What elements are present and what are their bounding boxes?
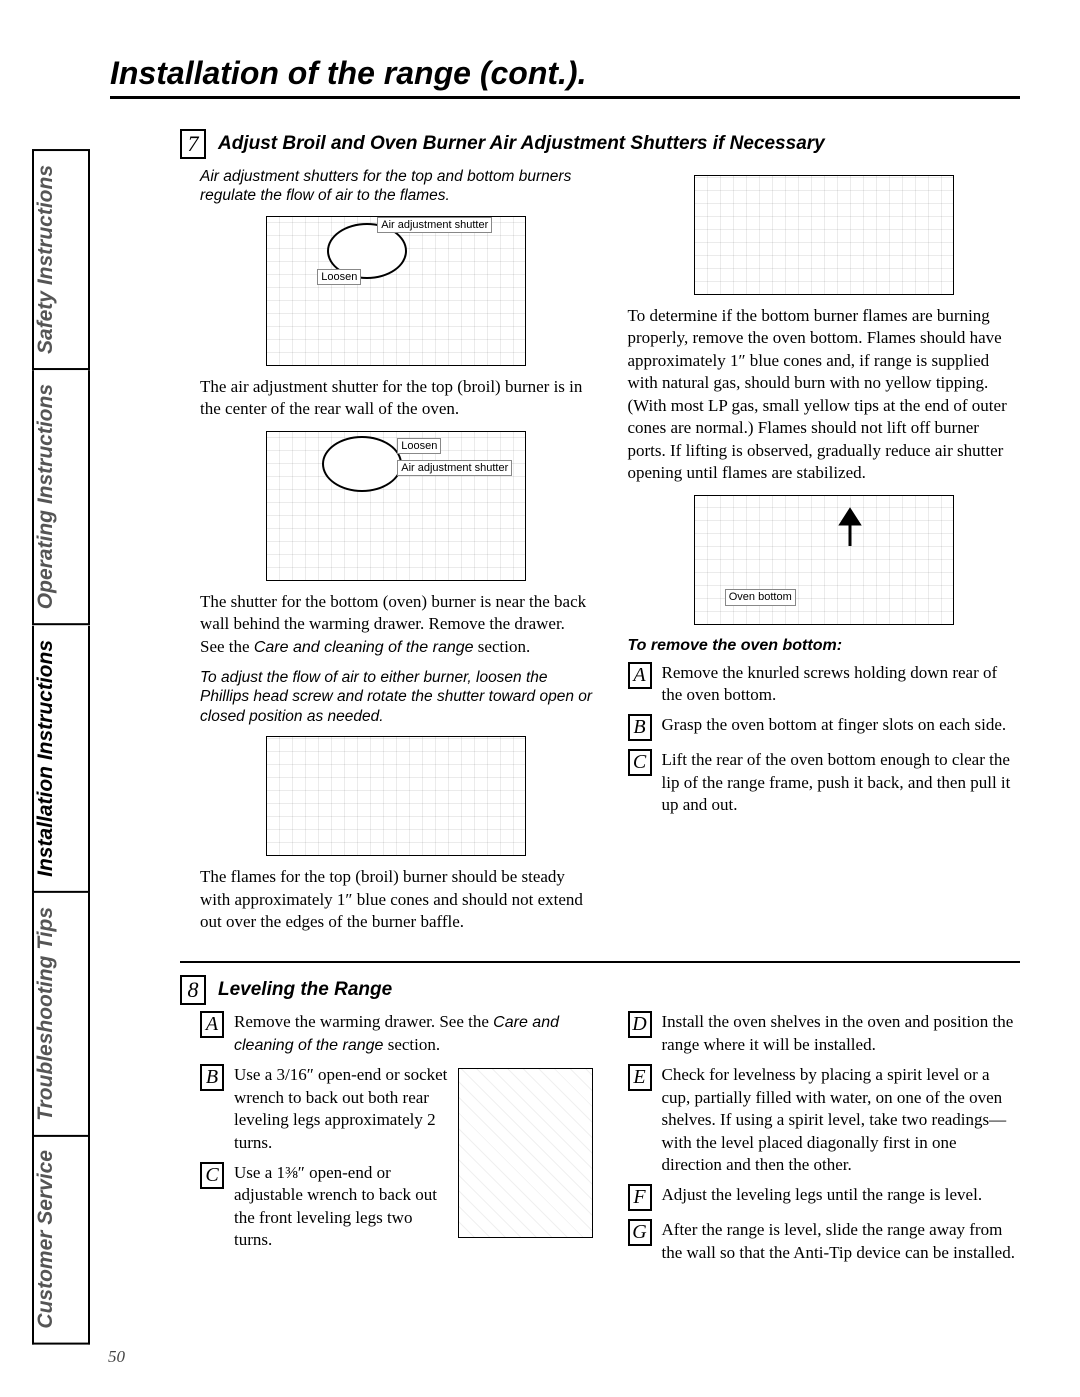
letter-g-8: G (628, 1219, 652, 1246)
step-number-7: 7 (180, 129, 206, 159)
figure-broil-shutter: Air adjustment shutter Loosen (266, 216, 526, 366)
level-step-f: F Adjust the leveling legs until the ran… (628, 1184, 1021, 1211)
step-number-8: 8 (180, 975, 206, 1005)
level-step-f-text: Adjust the leveling legs until the range… (662, 1184, 1021, 1206)
figure-leveling-leg (458, 1068, 593, 1238)
intro-italic: Air adjustment shutters for the top and … (200, 167, 593, 206)
page: Customer Service Troubleshooting Tips In… (0, 0, 1080, 1397)
page-title: Installation of the range (cont.). (110, 55, 1020, 92)
letter-c: C (628, 749, 652, 776)
level-step-b: B Use a 3/16″ open-end or socket wrench … (200, 1064, 448, 1154)
fig1-label-a: Air adjustment shutter (377, 217, 492, 233)
remove-step-c-text: Lift the rear of the oven bottom enough … (662, 749, 1021, 816)
figure-oven-interior (694, 175, 954, 295)
remove-step-a: A Remove the knurled screws holding down… (628, 662, 1021, 707)
level-step-d-text: Install the oven shelves in the oven and… (662, 1011, 1021, 1056)
level-step-g-text: After the range is level, slide the rang… (662, 1219, 1021, 1264)
tab-safety: Safety Instructions (32, 149, 90, 370)
para-oven-shutter-b: section. (474, 637, 531, 656)
letter-e-8: E (628, 1064, 652, 1091)
tab-troubleshooting: Troubleshooting Tips (32, 893, 90, 1137)
fig1-label-b: Loosen (317, 269, 361, 285)
para-broil-shutter: The air adjustment shutter for the top (… (200, 376, 593, 421)
adjust-note-italic: To adjust the flow of air to either burn… (200, 668, 593, 726)
remove-step-b: B Grasp the oven bottom at finger slots … (628, 714, 1021, 741)
tab-operating: Operating Instructions (32, 370, 90, 625)
fig4-label: Oven bottom (725, 589, 796, 605)
level-step-d: D Install the oven shelves in the oven a… (628, 1011, 1021, 1056)
care-cleaning-ref: Care and cleaning of the range (254, 639, 474, 656)
figure-oven-shutter: Loosen Air adjustment shutter (266, 431, 526, 581)
level-step-g: G After the range is level, slide the ra… (628, 1219, 1021, 1264)
section-7-heading: 7 Adjust Broil and Oven Burner Air Adjus… (180, 129, 1020, 159)
level-step-c: C Use a 1⅜″ open-end or adjustable wrenc… (200, 1162, 448, 1252)
para-broil-flames: The flames for the top (broil) burner sh… (200, 866, 593, 933)
section-7-title: Adjust Broil and Oven Burner Air Adjustm… (218, 133, 825, 155)
level-a-text-b: section. (383, 1035, 440, 1054)
remove-step-a-text: Remove the knurled screws holding down r… (662, 662, 1021, 707)
remove-step-b-text: Grasp the oven bottom at finger slots on… (662, 714, 1021, 736)
section-7-columns: Air adjustment shutters for the top and … (110, 167, 1020, 943)
section-8-title: Leveling the Range (218, 979, 392, 1001)
sidebar-tabs: Customer Service Troubleshooting Tips In… (32, 55, 90, 1345)
figure-oven-bottom: Oven bottom (694, 495, 954, 625)
section-divider (180, 961, 1020, 963)
letter-f-8: F (628, 1184, 652, 1211)
tab-customer-service: Customer Service (32, 1136, 90, 1345)
para-oven-shutter: The shutter for the bottom (oven) burner… (200, 591, 593, 658)
section-8-left-column: A Remove the warming drawer. See the Car… (200, 1011, 593, 1272)
letter-a-8: A (200, 1011, 224, 1038)
section-8-right-column: D Install the oven shelves in the oven a… (628, 1011, 1021, 1272)
fig2-label-a: Loosen (397, 438, 441, 454)
letter-c-8: C (200, 1162, 224, 1189)
para-bottom-flames: To determine if the bottom burner flames… (628, 305, 1021, 485)
level-step-e-text: Check for levelness by placing a spirit … (662, 1064, 1021, 1176)
section-8-heading: 8 Leveling the Range (180, 975, 1020, 1005)
level-step-c-text: Use a 1⅜″ open-end or adjustable wrench … (234, 1162, 448, 1252)
letter-a: A (628, 662, 652, 689)
tab-installation: Installation Instructions (32, 626, 90, 893)
fig2-label-b: Air adjustment shutter (397, 460, 512, 476)
letter-b: B (628, 714, 652, 741)
level-a-text-a: Remove the warming drawer. See the (234, 1012, 493, 1031)
letter-b-8: B (200, 1064, 224, 1091)
level-step-a-text: Remove the warming drawer. See the Care … (234, 1011, 593, 1056)
level-step-e: E Check for levelness by placing a spiri… (628, 1064, 1021, 1176)
section-7-left-column: Air adjustment shutters for the top and … (200, 167, 593, 943)
letter-d-8: D (628, 1011, 652, 1038)
title-rule (110, 96, 1020, 99)
section-7-right-column: To determine if the bottom burner flames… (628, 167, 1021, 943)
figure-broil-flames (266, 736, 526, 856)
level-step-a: A Remove the warming drawer. See the Car… (200, 1011, 593, 1056)
arrow-up-icon (835, 506, 865, 546)
remove-step-c: C Lift the rear of the oven bottom enoug… (628, 749, 1021, 816)
remove-bottom-heading: To remove the oven bottom: (628, 635, 1021, 656)
level-step-b-text: Use a 3/16″ open-end or socket wrench to… (234, 1064, 448, 1154)
section-8-columns: A Remove the warming drawer. See the Car… (110, 1011, 1020, 1272)
page-number: 50 (108, 1347, 125, 1367)
